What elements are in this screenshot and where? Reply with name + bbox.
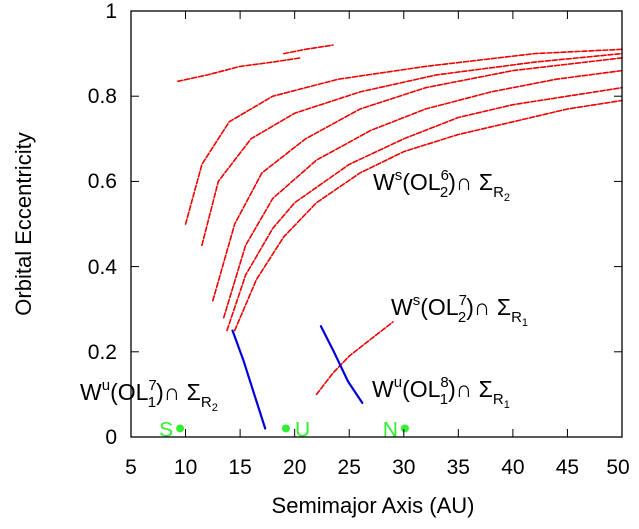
annotation-ws-ol6-2: Ws(OL6 2)∩ ΣR2	[373, 167, 510, 204]
y-axis-title: Orbital Eccentricity	[11, 132, 36, 315]
x-tick-label: 45	[556, 456, 579, 479]
y-tick-label: 0.6	[88, 170, 117, 193]
blue-curve	[319, 325, 364, 404]
x-tick-labels: 5 10 15 20 25 30 35 40 45 50	[125, 456, 630, 479]
y-tick-label: 0	[105, 426, 117, 449]
x-tick-label: 10	[174, 456, 197, 479]
planet-label: U	[295, 418, 310, 441]
planet-label: N	[383, 418, 398, 441]
y-tick-label: 0.4	[88, 256, 118, 279]
annotation-wu-ol8-1: Wu(OL8 1)∩ ΣR1	[372, 374, 510, 411]
x-tick-label: 35	[447, 456, 470, 479]
x-tick-label: 15	[228, 456, 251, 479]
x-tick-label: 50	[606, 456, 629, 479]
y-tick-label: 0.8	[88, 85, 117, 108]
blue-curve	[231, 329, 267, 430]
red-curve	[233, 99, 623, 332]
red-curve	[201, 52, 623, 247]
red-curve	[282, 44, 334, 55]
planet-marker	[281, 424, 290, 433]
x-tick-label: 30	[392, 456, 415, 479]
red-curve	[177, 57, 301, 83]
annotation-ws-ol7-2: Ws(OL7 2)∩ ΣR1	[391, 292, 528, 329]
red-curve	[222, 69, 623, 319]
red-curve	[226, 86, 623, 332]
x-tick-label: 25	[338, 456, 361, 479]
y-tick-label: 1	[105, 0, 117, 23]
y-tick-labels: 0 0.2 0.4 0.6 0.8 1	[88, 0, 118, 449]
data-curves	[177, 44, 623, 430]
axis-ticks	[130, 10, 623, 438]
planet-marker	[400, 424, 409, 433]
annotation-wu-ol7-1: Wu(OL7 1)∩ ΣR2	[80, 377, 218, 414]
red-curve	[212, 57, 623, 302]
x-axis-title: Semimajor Axis (AU)	[272, 493, 475, 518]
red-curve	[315, 321, 394, 396]
red-curve	[184, 48, 623, 225]
planet-marker	[176, 424, 185, 433]
plot-frame	[130, 10, 623, 438]
x-tick-label: 40	[501, 456, 524, 479]
x-tick-label: 20	[283, 456, 306, 479]
planet-label: S	[159, 418, 173, 441]
x-tick-label: 5	[125, 456, 137, 479]
y-tick-label: 0.2	[88, 341, 117, 364]
